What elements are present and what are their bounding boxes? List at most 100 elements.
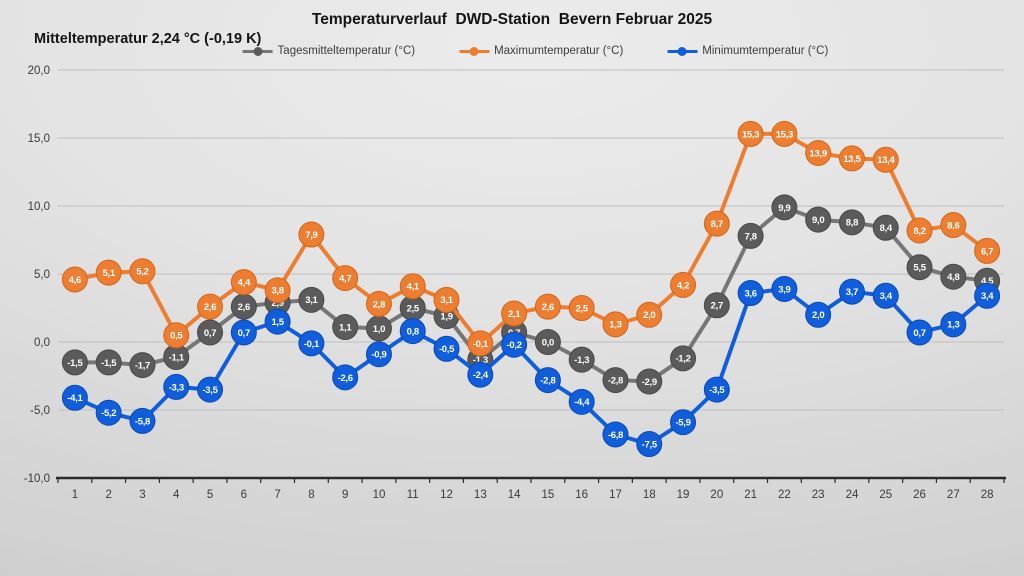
- data-point-label-min: -2,4: [473, 370, 489, 381]
- data-point-min: [568, 388, 595, 415]
- x-axis-tick-label: 12: [440, 489, 453, 501]
- data-point-label-min: -5,8: [135, 416, 150, 427]
- data-point-mean: [332, 314, 359, 341]
- x-axis-tick-label: 3: [139, 489, 145, 501]
- data-point-label-mean: -1,3: [574, 355, 589, 366]
- legend: Tagesmitteltemperatur (°C) Maximumtemper…: [242, 45, 828, 57]
- line-dot-marker-icon: [459, 46, 490, 56]
- y-axis-tick-label: -5,0: [30, 405, 50, 417]
- data-point-min: [703, 376, 730, 403]
- chart-subtitle: Mitteltemperatur 2,24 °C (-0,19 K): [34, 31, 262, 47]
- data-point-label-mean: -1,2: [675, 354, 690, 365]
- data-point-max: [298, 221, 325, 248]
- data-point-label-max: 5,2: [136, 267, 148, 278]
- data-point-min: [433, 335, 460, 362]
- data-point-label-min: -4,4: [574, 397, 590, 408]
- data-point-min: [670, 409, 697, 436]
- data-point-max: [332, 265, 359, 292]
- series-line-min: [72, 286, 990, 446]
- x-axis-tick-label: 27: [947, 489, 960, 501]
- data-point-label-max: 0,5: [170, 331, 183, 342]
- series-line-max: [72, 131, 990, 346]
- y-axis-tick-label: 10,0: [28, 201, 50, 213]
- x-axis-tick-label: 9: [342, 489, 348, 501]
- x-axis-tick-label: 7: [274, 489, 280, 501]
- data-point-label-min: -0,5: [439, 344, 455, 355]
- data-point-label-max: 3,8: [271, 286, 283, 297]
- data-point-min: [737, 280, 764, 307]
- data-point-mean: [95, 349, 122, 376]
- data-point-label-min: -3,5: [202, 385, 218, 396]
- data-point-label-min: 3,4: [880, 291, 893, 302]
- data-point-min: [332, 364, 359, 391]
- data-point-max: [501, 300, 528, 327]
- x-axis-tick-label: 6: [241, 489, 247, 501]
- data-point-mean: [737, 222, 764, 249]
- data-point-label-max: 13,4: [877, 155, 895, 166]
- data-point-max: [365, 290, 392, 317]
- data-point-label-max: 2,1: [508, 309, 521, 320]
- data-point-label-max: 4,6: [69, 275, 81, 286]
- data-point-label-min: -5,2: [101, 408, 116, 419]
- chart-title: Temperaturverlauf DWD-Station Bevern Feb…: [311, 11, 713, 28]
- data-point-label-mean: 2,9: [271, 298, 283, 309]
- data-point-label-max: 5,1: [103, 268, 116, 279]
- data-point-min: [163, 373, 190, 400]
- data-point-min: [467, 361, 494, 388]
- data-point-label-max: 4,4: [238, 278, 251, 289]
- data-point-label-mean: 8,4: [880, 223, 893, 234]
- data-point-max: [230, 269, 257, 296]
- data-point-min: [264, 308, 291, 335]
- data-point-min: [298, 330, 325, 357]
- data-point-max: [906, 217, 933, 244]
- x-axis-tick-label: 21: [744, 489, 757, 501]
- data-point-label-max: 1,3: [609, 320, 621, 331]
- data-point-mean: [805, 206, 832, 233]
- data-point-label-max: 2,6: [204, 302, 216, 313]
- data-point-label-max: -0,1: [473, 339, 489, 350]
- data-point-min: [61, 384, 88, 411]
- data-point-label-mean: 9,0: [812, 215, 824, 226]
- data-point-max: [805, 139, 832, 166]
- data-point-label-min: -6,8: [608, 430, 623, 441]
- data-point-label-mean: -1,7: [135, 361, 150, 372]
- x-axis-tick-label: 13: [474, 489, 487, 501]
- data-point-label-min: -0,2: [507, 340, 522, 351]
- data-point-min: [365, 341, 392, 368]
- data-point-label-max: 15,3: [742, 129, 759, 140]
- data-point-label-mean: 5,5: [913, 263, 926, 274]
- x-axis-tick-label: 24: [846, 489, 859, 501]
- data-point-mean: [61, 349, 88, 376]
- data-point-label-min: -7,5: [642, 439, 658, 450]
- x-axis-tick-label: 10: [373, 489, 386, 501]
- data-point-min: [602, 421, 629, 448]
- data-point-max: [264, 277, 291, 304]
- data-point-max: [737, 120, 764, 147]
- data-point-label-mean: 1,1: [339, 322, 352, 333]
- data-point-label-mean: 8,8: [846, 218, 858, 229]
- data-point-mean: [872, 214, 899, 241]
- data-point-mean: [906, 254, 933, 281]
- data-point-max: [636, 301, 663, 328]
- x-axis-tick-label: 5: [207, 489, 213, 501]
- data-point-label-mean: 7,8: [744, 231, 756, 242]
- data-point-max: [433, 286, 460, 313]
- x-axis-tick-label: 22: [778, 489, 791, 501]
- data-point-label-max: 2,5: [576, 303, 589, 314]
- data-point-label-max: 4,2: [677, 280, 689, 291]
- data-point-min: [771, 275, 798, 302]
- data-point-label-max: 13,9: [810, 148, 827, 159]
- legend-item-min: Minimumtemperatur (°C): [667, 45, 828, 57]
- data-point-label-max: 8,7: [711, 219, 723, 230]
- line-dot-marker-icon: [242, 46, 273, 56]
- data-point-label-min: 2,0: [812, 310, 824, 321]
- data-point-min: [197, 376, 224, 403]
- data-point-mean: [771, 194, 798, 221]
- y-axis-tick-label: 5,0: [34, 269, 50, 281]
- data-point-label-min: 3,6: [744, 288, 756, 299]
- data-point-max: [163, 322, 190, 349]
- data-point-mean: [129, 352, 156, 379]
- data-point-min: [501, 331, 528, 358]
- data-point-mean: [602, 367, 629, 394]
- data-point-label-mean: 9,9: [778, 203, 790, 214]
